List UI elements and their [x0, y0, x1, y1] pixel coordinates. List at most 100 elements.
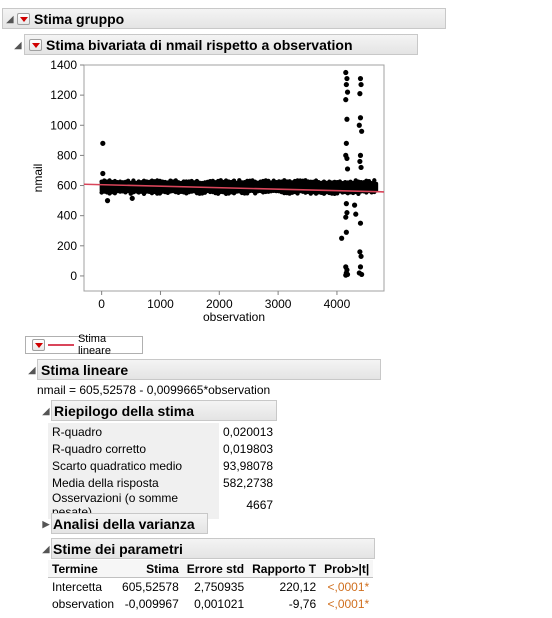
x-tick-label: 3000 — [265, 297, 292, 311]
data-point — [359, 271, 365, 278]
params-column-header: Prob>|t| — [320, 560, 374, 578]
data-point — [343, 81, 349, 88]
summary-value: 93,98078 — [223, 458, 274, 473]
data-point — [357, 115, 364, 121]
params-row: observation -0,009967 0,001021 -9,76 <,0001* — [48, 595, 373, 612]
linear-fit-title: Stima lineare — [41, 361, 129, 378]
data-point — [343, 201, 349, 207]
y-tick-label: 200 — [57, 239, 77, 253]
data-point — [344, 210, 350, 216]
data-point — [343, 229, 349, 235]
legend-label: Stima lineare — [77, 333, 111, 357]
disclosure-triangle-icon[interactable]: ◢ — [6, 13, 14, 24]
data-point — [344, 116, 350, 122]
data-point — [357, 152, 364, 158]
legend-line-icon — [47, 344, 74, 346]
disclosure-triangle-icon[interactable]: ◢ — [14, 39, 22, 50]
summary-label: Media della risposta — [48, 474, 219, 491]
summary-label: R-quadro — [48, 423, 219, 440]
data-point — [356, 122, 362, 128]
summary-value: 4667 — [246, 498, 274, 512]
summary-row: R-quadro corretto 0,019803 — [48, 440, 277, 457]
summary-row: R-quadro 0,020013 — [48, 423, 277, 440]
summary-table: R-quadro 0,020013 R-quadro corretto 0,01980… — [48, 423, 277, 519]
y-tick-label: 0 — [70, 269, 77, 283]
disclosure-triangle-icon[interactable]: ◢ — [42, 543, 50, 554]
fit-equation: nmail = 605,52578 - 0,0099665*observatio… — [37, 383, 271, 397]
data-point — [100, 140, 106, 146]
red-triangle-menu-icon[interactable] — [32, 339, 45, 351]
summary-value: 0,019803 — [223, 441, 274, 456]
data-point — [358, 164, 364, 171]
params-cell-term: observation — [52, 596, 115, 611]
fit-line — [83, 183, 385, 193]
data-point — [344, 166, 351, 172]
anova-title: Analisi della varianza — [53, 515, 195, 532]
data-point — [357, 91, 363, 97]
x-axis-label: observation — [203, 310, 265, 324]
params-table: Termine Stima Errore std Rapporto T Prob>|t|… — [48, 560, 374, 612]
data-point — [343, 69, 349, 76]
data-point — [359, 128, 365, 134]
group-header: ◢ Stima gruppo — [2, 8, 446, 29]
anova-header[interactable]: ▶ Analisi della varianza — [43, 513, 208, 534]
y-tick-label: 1000 — [50, 118, 77, 132]
data-point — [358, 253, 364, 259]
bivariate-header: ◢ Stima bivariata di nmail rispetto a ob… — [15, 34, 418, 55]
red-triangle-menu-icon[interactable] — [29, 38, 42, 51]
params-header: ◢ Stime dei parametri — [43, 538, 375, 559]
linear-fit-header: ◢ Stima lineare — [29, 359, 381, 380]
data-point — [357, 75, 364, 82]
legend-box[interactable]: Stima lineare — [25, 333, 143, 357]
params-column-header: Termine — [48, 560, 119, 578]
disclosure-triangle-closed-icon[interactable]: ▶ — [42, 518, 50, 529]
band-edge-point — [125, 188, 131, 194]
summary-label: Scarto quadratico medio — [48, 457, 219, 474]
data-point — [351, 202, 358, 208]
data-point — [343, 97, 349, 103]
x-tick-label: 1000 — [147, 297, 174, 311]
x-tick-label: 2000 — [206, 297, 233, 311]
summary-row: Scarto quadratico medio 93,98078 — [48, 457, 277, 474]
params-column-header: Stima — [118, 560, 183, 578]
params-cell-p: <,0001* — [327, 579, 370, 594]
params-row: Intercetta 605,52578 2,750935 220,12 <,0001* — [48, 578, 373, 596]
params-cell-p: <,0001* — [327, 596, 370, 611]
params-cell-t: 220,12 — [279, 579, 317, 594]
data-point — [343, 272, 349, 278]
group-title: Stima gruppo — [34, 10, 125, 27]
params-title: Stime dei parametri — [53, 540, 183, 557]
data-point — [357, 249, 363, 255]
data-point — [353, 211, 359, 217]
params-cell-stderr: 0,001021 — [194, 596, 245, 611]
params-cell-estimate: -0,009967 — [124, 596, 179, 611]
data-point — [344, 89, 351, 95]
disclosure-triangle-icon[interactable]: ◢ — [28, 364, 36, 375]
x-tick-label: 0 — [98, 297, 105, 311]
data-point — [358, 81, 364, 88]
summary-header: ◢ Riepilogo della stima — [43, 400, 277, 421]
y-tick-label: 1200 — [50, 88, 77, 102]
disclosure-triangle-icon[interactable]: ◢ — [42, 405, 50, 416]
data-point — [344, 75, 350, 82]
red-triangle-menu-icon[interactable] — [17, 12, 30, 25]
y-tick-label: 800 — [57, 148, 77, 162]
plot-frame — [83, 64, 385, 292]
params-column-header: Rapporto T — [248, 560, 321, 578]
summary-title: Riepilogo della stima — [54, 402, 195, 419]
scatter-plot: 0 200 400 600 800 1000 1200 1400 0 1000 2000 3000 4… — [31, 58, 385, 324]
params-cell-estimate: 605,52578 — [122, 579, 179, 594]
data-point — [357, 220, 364, 226]
bivariate-title: Stima bivariata di nmail rispetto a obse… — [46, 36, 353, 53]
summary-value: 0,020013 — [223, 424, 274, 439]
y-tick-label: 1400 — [50, 58, 77, 72]
summary-label: R-quadro corretto — [48, 440, 219, 457]
data-point — [357, 158, 363, 165]
y-axis-label: nmail — [31, 164, 45, 193]
data-point — [339, 235, 345, 241]
data-point — [343, 140, 349, 146]
data-point — [344, 155, 350, 162]
summary-value: 582,2738 — [223, 475, 274, 490]
data-point — [100, 170, 106, 177]
params-column-header: Errore std — [182, 560, 249, 578]
